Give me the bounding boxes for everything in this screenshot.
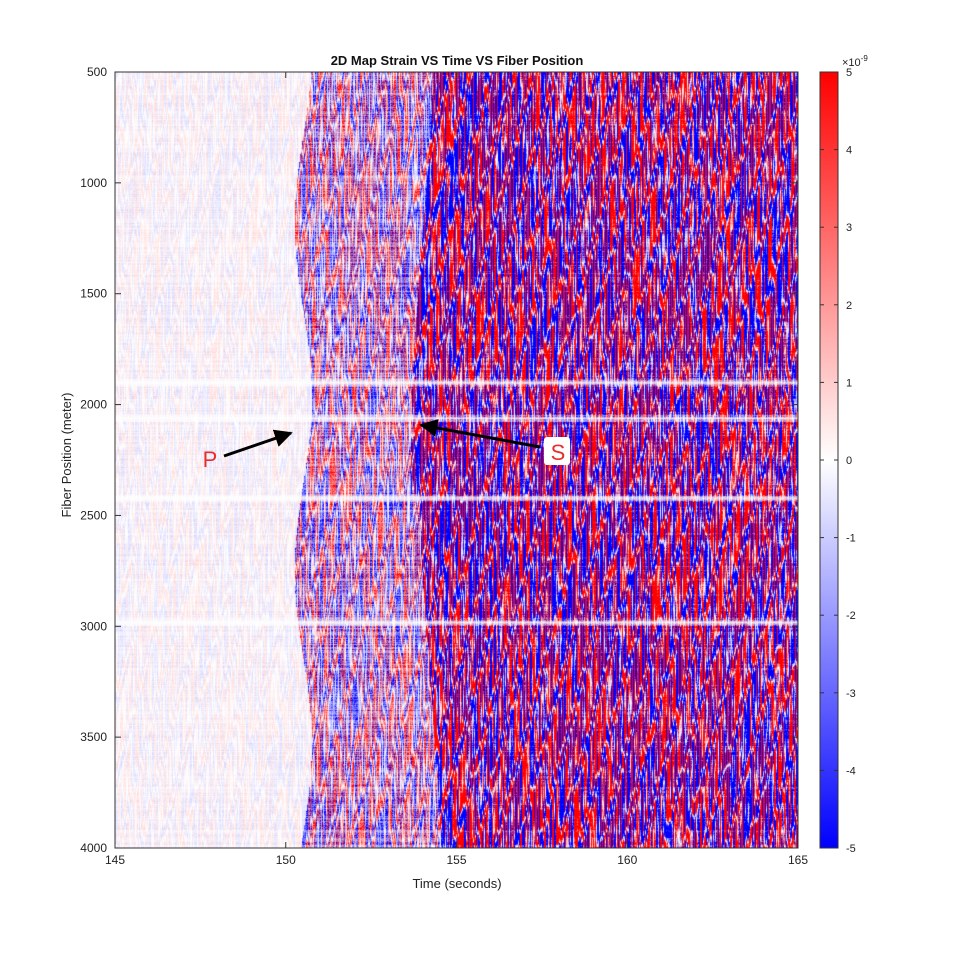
colorbar-tick-label: -3 (846, 688, 856, 700)
annotations: P S (203, 419, 570, 472)
colorbar-tick-label: 4 (846, 145, 852, 157)
y-tick-label: 1500 (80, 287, 107, 301)
colorbar-tick-label: 0 (846, 455, 852, 467)
chart-title: 2D Map Strain VS Time VS Fiber Position (331, 53, 584, 68)
annotation-s-label: S (551, 440, 566, 465)
x-axis-ticks: 145 150 155 160 165 (105, 72, 808, 867)
y-tick-label: 1000 (80, 176, 107, 190)
annotation-p-label: P (203, 447, 218, 472)
x-tick-label: 150 (276, 853, 296, 867)
x-tick-label: 165 (788, 853, 808, 867)
annotation-s-background (544, 437, 570, 465)
x-tick-label: 160 (617, 853, 637, 867)
heatmap-canvas (115, 72, 798, 848)
annotation-s-arrow (419, 419, 541, 449)
y-tick-label: 2500 (80, 508, 107, 522)
y-tick-label: 3000 (80, 619, 107, 633)
colorbar-tick-label: 3 (846, 222, 852, 234)
colorbar-tick-label: -2 (846, 610, 856, 622)
colorbar-tick-label: 2 (846, 300, 852, 312)
colorbar-tick-label: -1 (846, 533, 856, 545)
colorbar-tick-label: -4 (846, 765, 856, 777)
x-tick-label: 145 (105, 853, 125, 867)
colorbar-ticks: 5 4 3 2 1 0 -1 -2 -3 -4 -5 (820, 67, 856, 855)
y-tick-label: 4000 (80, 841, 107, 855)
colorbar-tick-label: -5 (846, 843, 856, 855)
colorbar-tick-label: 5 (846, 67, 852, 79)
x-axis-label: Time (seconds) (412, 876, 501, 891)
y-axis-label: Fiber Position (meter) (59, 393, 74, 518)
annotation-p-arrow (223, 429, 293, 458)
y-tick-label: 500 (87, 65, 107, 79)
y-tick-label: 2000 (80, 398, 107, 412)
colorbar-exponent: ×10-9 (842, 54, 868, 69)
heatmap-foreign (115, 72, 798, 848)
x-tick-label: 155 (446, 853, 466, 867)
y-tick-label: 3500 (80, 730, 107, 744)
colorbar-tick-label: 1 (846, 377, 852, 389)
y-axis-ticks: 500 1000 1500 2000 2500 3000 3500 4000 (80, 65, 798, 855)
